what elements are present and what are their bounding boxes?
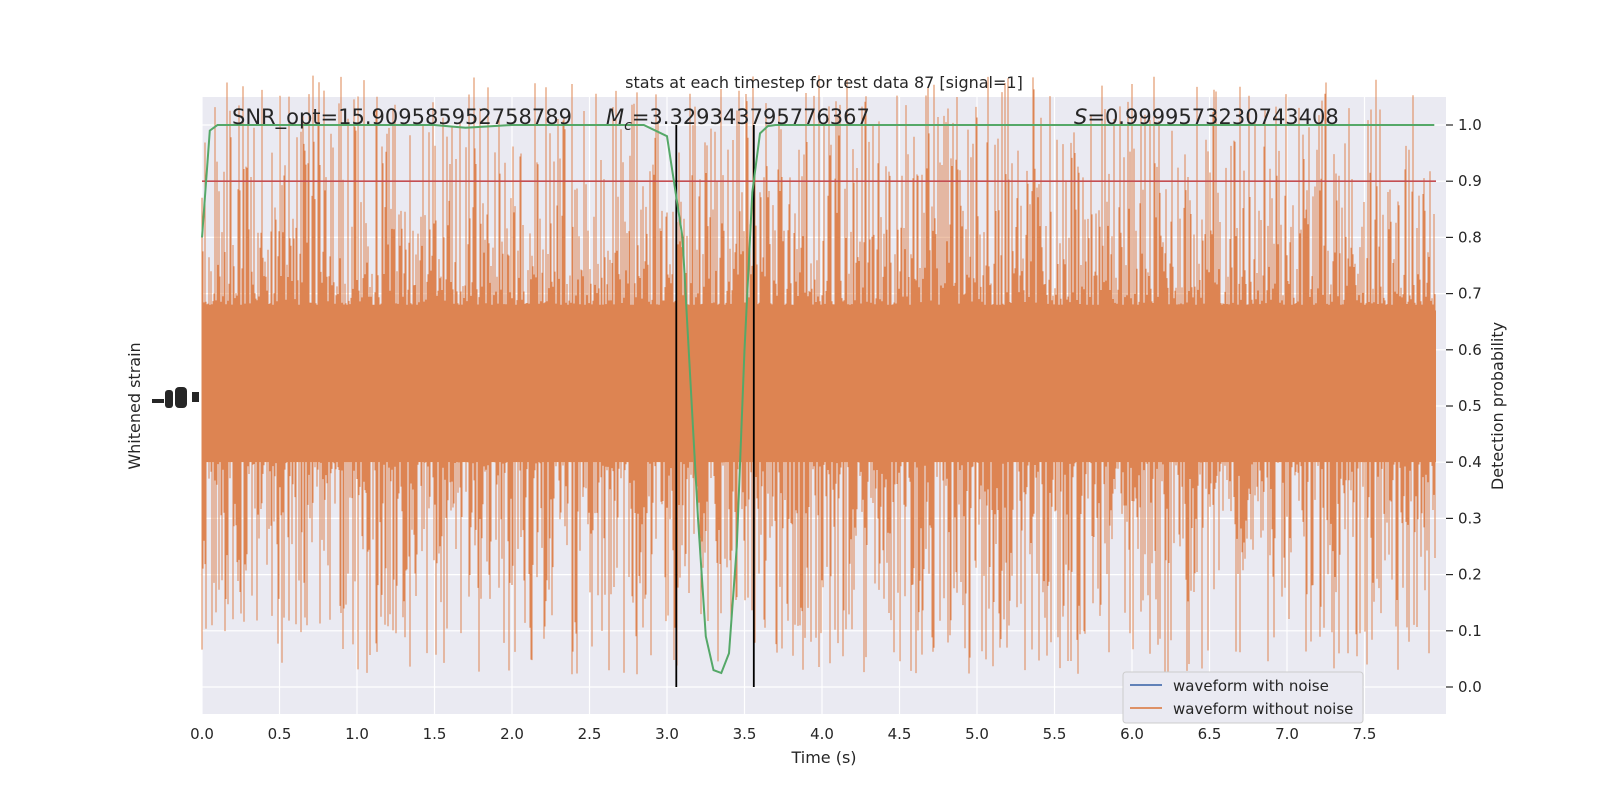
- legend-label-with-noise: waveform with noise: [1173, 677, 1329, 695]
- legend-label-without-noise: waveform without noise: [1173, 700, 1353, 718]
- right-y-tick-label: 0.9: [1458, 172, 1482, 190]
- left-tick-glyph: [192, 392, 199, 402]
- x-tick-label: 1.5: [423, 725, 447, 743]
- vertical-lines-layer: [675, 125, 755, 687]
- chirp-mass-annotation: Mc=3.329343795776367: [606, 105, 870, 134]
- right-y-tick-label: 0.1: [1458, 622, 1482, 640]
- x-tick-label: 0.0: [190, 725, 214, 743]
- x-tick-label: 5.0: [965, 725, 989, 743]
- x-tick-label: 7.5: [1353, 725, 1377, 743]
- x-tick-label: 3.0: [655, 725, 679, 743]
- waveform-without-noise-trace: [201, 75, 1436, 675]
- x-tick-label: 5.5: [1043, 725, 1067, 743]
- snr-annotation: SNR_opt=15.909585952758789: [232, 105, 572, 130]
- left-tick-glyph: [175, 387, 187, 408]
- x-tick-label: 6.0: [1120, 725, 1144, 743]
- legend: waveform with noise waveform without noi…: [1122, 671, 1364, 724]
- right-y-tick-label: 0.4: [1458, 453, 1482, 471]
- x-tick-label: 7.0: [1275, 725, 1299, 743]
- detection-probability-layer: [201, 124, 1435, 675]
- right-y-tick-label: 0.7: [1458, 285, 1482, 303]
- detection-score-annotation: S=0.9999573230743408: [1074, 105, 1339, 129]
- right-y-tick-label: 1.0: [1458, 116, 1482, 134]
- left-tick-glyph: [152, 399, 164, 403]
- right-y-axis-ticks: 0.0 0.1 0.2 0.3 0.4 0.5 0.6 0.7 0.8 0.9 1.0: [1446, 116, 1482, 696]
- x-tick-label: 3.5: [733, 725, 757, 743]
- x-tick-label: 6.5: [1198, 725, 1222, 743]
- x-tick-label: 4.5: [888, 725, 912, 743]
- right-y-tick-label: 0.3: [1458, 509, 1482, 527]
- right-y-tick-label: 0.8: [1458, 228, 1482, 246]
- detection-score-value: =0.9999573230743408: [1087, 105, 1338, 129]
- chirp-mass-value: =3.329343795776367: [632, 105, 870, 129]
- detection-score-symbol: S: [1074, 105, 1087, 129]
- x-tick-label: 2.5: [578, 725, 602, 743]
- chirp-mass-symbol: M: [606, 105, 624, 129]
- x-tick-label: 0.5: [268, 725, 292, 743]
- x-tick-label: 4.0: [810, 725, 834, 743]
- x-axis-label: Time (s): [790, 748, 856, 767]
- x-axis-ticks: 0.0 0.5 1.0 1.5 2.0 2.5 3.0 3.5 4.0 4.5 5.0 5.5 6.0 6…: [190, 725, 1376, 743]
- left-y-axis-label: Whitened strain: [125, 342, 144, 469]
- right-y-tick-label: 0.6: [1458, 341, 1482, 359]
- legend-box: [1122, 671, 1364, 724]
- x-tick-label: 1.0: [345, 725, 369, 743]
- x-tick-label: 2.0: [500, 725, 524, 743]
- chart-title: stats at each timestep for test data 87 …: [625, 73, 1023, 92]
- noise-waveform-path: [201, 75, 1436, 675]
- detection-probability-line: [201, 124, 1435, 675]
- right-y-tick-label: 0.5: [1458, 397, 1482, 415]
- left-axis-overlapping-tick-labels: [152, 387, 199, 408]
- right-y-tick-label: 0.2: [1458, 566, 1482, 584]
- right-y-axis-label: Detection probability: [1488, 322, 1507, 490]
- chirp-mass-subscript: c: [624, 118, 632, 134]
- right-y-tick-label: 0.0: [1458, 678, 1482, 696]
- left-tick-glyph: [165, 390, 173, 408]
